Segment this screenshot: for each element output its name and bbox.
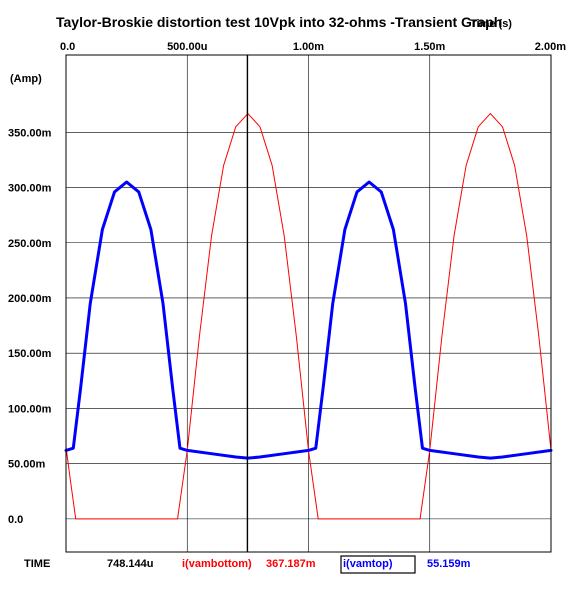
chart-title: Taylor-Broskie distortion test 10Vpk int… xyxy=(56,14,502,30)
readout-series1-name: i(vambottom) xyxy=(182,558,252,570)
y-tick-label: 50.00m xyxy=(8,459,46,471)
series-lines xyxy=(64,113,553,520)
readout-time-label: TIME xyxy=(24,558,50,570)
x-tick-label: 1.00m xyxy=(293,41,324,53)
y-axis-label: (Amp) xyxy=(10,73,42,85)
x-tick-label: 2.00m xyxy=(535,41,566,53)
readout-series2-name[interactable]: i(vamtop) xyxy=(343,558,393,570)
x-axis-label: Time (s) xyxy=(470,18,512,30)
y-tick-label: 250.00m xyxy=(8,238,52,250)
y-tick-label: 100.00m xyxy=(8,403,52,415)
readout-time-value: 748.144u xyxy=(107,558,153,570)
y-tick-label: 150.00m xyxy=(8,348,52,360)
y-tick-label: 300.00m xyxy=(8,183,52,195)
y-tick-label: 0.0 xyxy=(8,514,23,526)
x-tick-label: 0.0 xyxy=(60,41,75,53)
y-tick-label: 350.00m xyxy=(8,127,52,139)
readout-series2-selection-box[interactable] xyxy=(340,555,416,574)
series-line-1 xyxy=(65,113,552,520)
y-tick-labels: 0.0 50.00m 100.00m 150.00m 200.00m 250.00m 300… xyxy=(8,127,52,526)
plot-frame xyxy=(65,54,552,553)
cursor-readout: TIME 748.144u i(vambottom) 367.187m i(va… xyxy=(24,555,471,574)
readout-series2-value: 55.159m xyxy=(427,558,471,570)
readout-series1-value: 367.187m xyxy=(266,558,316,570)
x-tick-labels: 0.0 500.00u 1.00m 1.50m 2.00m xyxy=(60,41,566,53)
x-tick-label: 500.00u xyxy=(167,41,207,53)
series-line-2 xyxy=(64,180,553,460)
x-tick-label: 1.50m xyxy=(414,41,445,53)
y-tick-label: 200.00m xyxy=(8,293,52,305)
